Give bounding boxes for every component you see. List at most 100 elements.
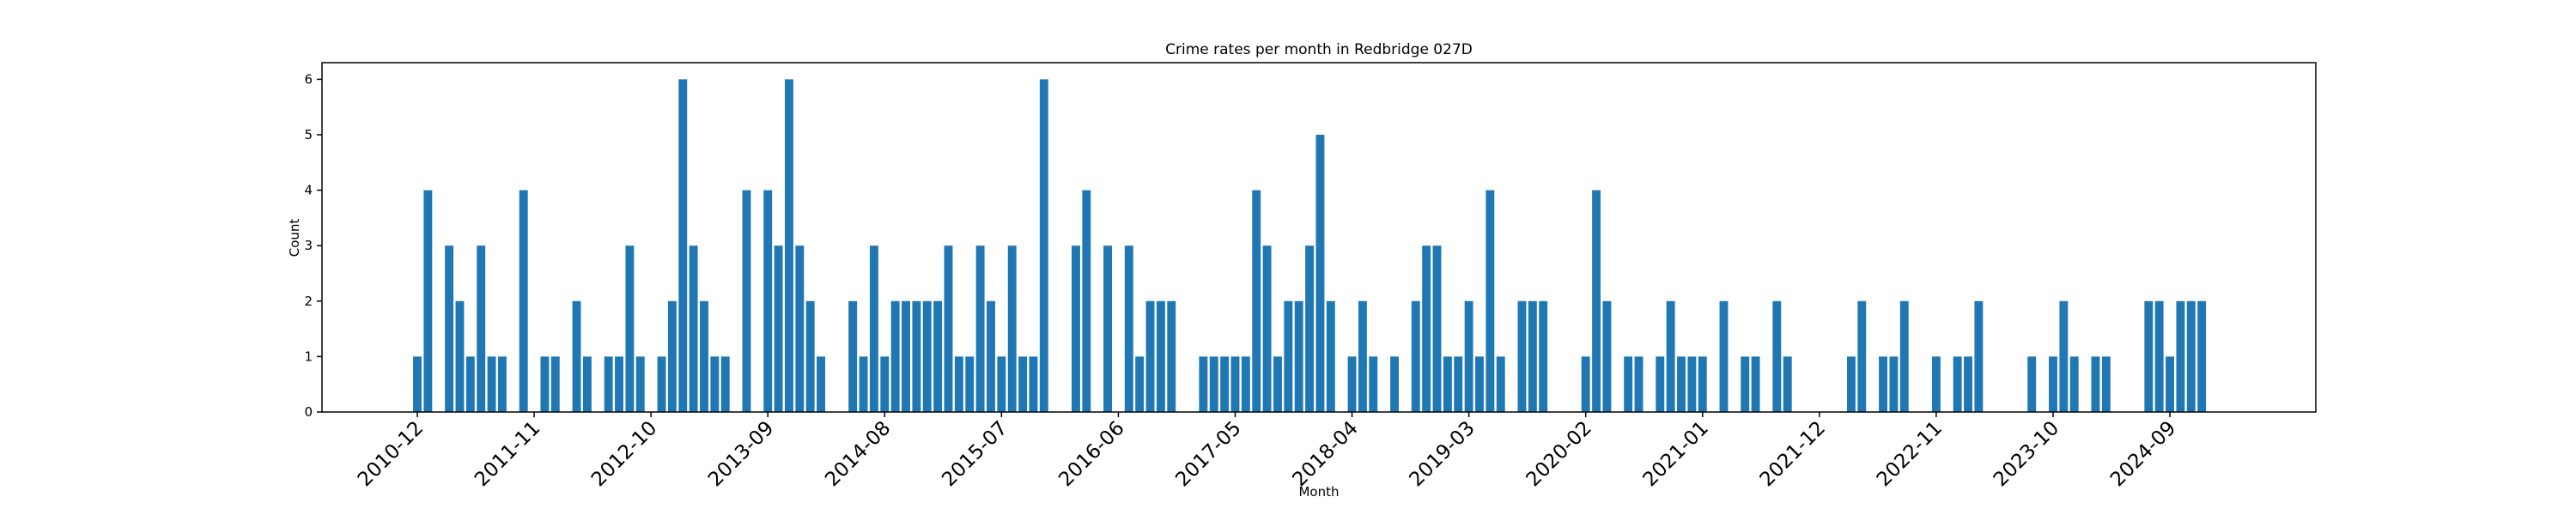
bar: [1698, 356, 1707, 412]
bar: [2166, 356, 2174, 412]
bar: [1018, 356, 1028, 412]
bar: [1135, 356, 1145, 412]
bar: [2154, 300, 2164, 412]
bar: [1029, 356, 1038, 412]
bar: [2197, 300, 2207, 412]
y-tick-label: 4: [304, 183, 313, 198]
bar: [1315, 134, 1325, 412]
bar: [1252, 190, 1261, 413]
bar: [2176, 300, 2185, 412]
x-tick-label: 2021-01: [1639, 417, 1713, 491]
bar: [817, 356, 826, 412]
bar: [487, 356, 496, 412]
bar: [922, 300, 932, 412]
y-tick-label: 6: [304, 71, 313, 87]
bar: [1528, 300, 1537, 412]
bar: [2027, 356, 2037, 412]
bar: [1485, 190, 1495, 413]
bar: [572, 300, 581, 412]
y-tick-label: 2: [304, 294, 313, 309]
bar: [1262, 245, 1272, 412]
x-tick-label: 2014-08: [821, 417, 895, 491]
bar: [1145, 300, 1155, 412]
bar: [2049, 356, 2057, 412]
bar: [1656, 356, 1665, 412]
x-tick-label: 2024-09: [2106, 417, 2180, 491]
bar: [1931, 356, 1941, 412]
bar: [1517, 300, 1527, 412]
bar: [997, 356, 1006, 412]
bar: [1124, 245, 1133, 412]
bar: [1294, 300, 1303, 412]
x-tick-label: 2020-02: [1522, 417, 1596, 491]
bar: [1592, 190, 1601, 413]
bar: [2091, 356, 2100, 412]
bar: [975, 245, 985, 412]
x-tick-label: 2012-10: [587, 417, 661, 491]
bar: [1326, 300, 1335, 412]
bar: [944, 245, 953, 412]
x-tick-label: 2019-03: [1406, 417, 1479, 491]
bar: [848, 300, 858, 412]
bar: [423, 190, 433, 413]
y-tick-label: 0: [304, 404, 313, 420]
bar: [1624, 356, 1633, 412]
bar: [785, 79, 793, 412]
bar: [859, 356, 868, 412]
bar: [1209, 356, 1218, 412]
bar: [413, 356, 422, 412]
x-tick-label: 2010-12: [354, 417, 428, 491]
x-tick-label: 2021-12: [1756, 417, 1830, 491]
bar: [1719, 300, 1728, 412]
bar: [604, 356, 613, 412]
bar: [795, 245, 805, 412]
x-tick-label: 2022-11: [1873, 417, 1947, 491]
y-axis-label: Count: [287, 219, 302, 258]
x-tick-label: 2011-11: [471, 417, 544, 491]
y-tick-label: 1: [304, 348, 313, 364]
bar: [2059, 300, 2069, 412]
bar: [625, 245, 635, 412]
bar: [805, 300, 815, 412]
bar: [1953, 356, 1962, 412]
bar: [1899, 300, 1909, 412]
bar: [1432, 245, 1442, 412]
bar: [689, 245, 698, 412]
bar: [582, 356, 592, 412]
x-tick-label: 2013-09: [704, 417, 778, 491]
bar: [445, 245, 454, 412]
bar: [1783, 356, 1792, 412]
bar: [1847, 356, 1856, 412]
bar: [1241, 356, 1250, 412]
bar: [710, 356, 720, 412]
bar: [1422, 245, 1431, 412]
bar: [1454, 356, 1463, 412]
bar: [1974, 300, 1984, 412]
bar: [1199, 356, 1208, 412]
bar: [1475, 356, 1484, 412]
bar: [635, 356, 645, 412]
bar: [987, 300, 995, 412]
bar: [1602, 300, 1612, 412]
bar: [2069, 356, 2079, 412]
bar: [615, 356, 623, 412]
bar: [1741, 356, 1750, 412]
bar: [965, 356, 975, 412]
bar: [1751, 356, 1760, 412]
y-tick-label: 5: [304, 127, 313, 142]
chart-title: Crime rates per month in Redbridge 027D: [1165, 41, 1473, 58]
bar: [1581, 356, 1590, 412]
bar: [1358, 300, 1367, 412]
x-tick-label: 2018-04: [1288, 417, 1362, 491]
bar: [1369, 356, 1378, 412]
x-tick-label: 2016-06: [1054, 417, 1128, 491]
bar: [1305, 245, 1315, 412]
bar: [657, 356, 666, 412]
bar: [550, 356, 560, 412]
bar: [465, 356, 475, 412]
bar: [2144, 300, 2154, 412]
bar: [1230, 356, 1240, 412]
bar: [774, 245, 783, 412]
bar: [519, 190, 528, 413]
